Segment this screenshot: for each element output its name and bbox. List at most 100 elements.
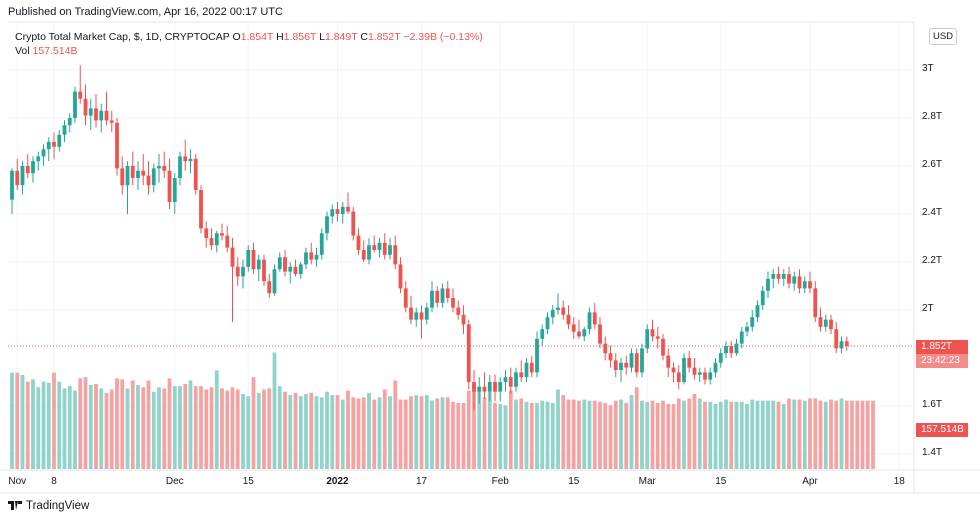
candle-body (477, 386, 482, 392)
footer-brand[interactable]: TradingView (8, 500, 89, 512)
volume-bar (115, 378, 119, 469)
candle-body (115, 122, 119, 169)
published-info: Published on TradingView.com, Apr 16, 20… (8, 6, 283, 18)
volume-bar (356, 398, 361, 469)
candle-body (335, 209, 340, 214)
candle-body (598, 324, 602, 344)
candle-body (808, 281, 812, 289)
volume-bar (46, 382, 51, 469)
candle-body (157, 166, 161, 169)
candle-body (361, 250, 366, 260)
volume-bar (393, 380, 398, 469)
candle-body (687, 358, 692, 368)
candle-body (325, 216, 329, 234)
candle-body (571, 324, 576, 332)
candle-body (41, 149, 46, 157)
candle-body (178, 156, 182, 178)
volume-bar (813, 398, 818, 469)
candle-body (813, 288, 818, 318)
candle-body (256, 259, 261, 270)
candle-body (430, 290, 434, 308)
candle-body (739, 331, 744, 344)
volume-bar (262, 389, 266, 469)
candle-body (314, 254, 319, 260)
volume-bar (676, 398, 681, 469)
volume-bar (10, 372, 14, 469)
volume-bar (199, 386, 203, 469)
volume-bar (771, 400, 776, 469)
volume-bar (414, 395, 419, 469)
candle-body (771, 274, 776, 279)
candle-body (472, 382, 476, 392)
volume-bar (209, 387, 214, 469)
volume-bar (298, 396, 303, 469)
candle-body (267, 281, 272, 294)
volume-bar (844, 400, 849, 469)
volume-bar (20, 374, 25, 469)
candle-body (603, 343, 608, 354)
volume-bar (535, 402, 539, 469)
candle-body (435, 290, 440, 303)
candle-body (498, 382, 503, 392)
candle-body (829, 319, 833, 330)
candle-body (461, 314, 466, 325)
volume-bar (36, 387, 41, 469)
volume-bar (162, 388, 167, 469)
volume-bar (592, 400, 597, 469)
volume-bar (640, 400, 644, 469)
candle-body (141, 170, 146, 176)
volume-bar (88, 385, 93, 469)
volume-bar (508, 390, 513, 469)
candle-body (25, 166, 30, 174)
candle-body (83, 98, 88, 116)
candle-body (36, 156, 41, 162)
candle-body (781, 274, 786, 279)
volume-bar (125, 388, 130, 469)
candlesticks (10, 65, 849, 411)
candle-body (309, 252, 314, 260)
candle-body (251, 250, 256, 270)
bar-countdown-tag: 23:42:23 (916, 354, 968, 368)
volume-bar (157, 387, 161, 469)
candle-body (818, 317, 823, 327)
price-tick-label: 2.8T (922, 111, 943, 122)
candle-body (162, 166, 167, 171)
candle-body (183, 156, 188, 162)
volume-bar (776, 401, 781, 469)
candle-body (73, 91, 77, 118)
candle-body (535, 338, 539, 373)
candle-body (629, 353, 634, 368)
volume-bar (850, 400, 854, 469)
candle-body (787, 274, 791, 284)
candle-body (729, 346, 734, 354)
low-value: 1.849T (324, 31, 358, 43)
candle-body (351, 211, 356, 236)
symbol-name[interactable]: Crypto Total Market Cap, $, 1D, CRYPTOCA… (15, 31, 230, 43)
candle-body (708, 372, 713, 380)
volume-bar (325, 391, 329, 469)
candle-body (582, 329, 587, 337)
volume-bar (283, 391, 287, 469)
candle-body (246, 250, 251, 267)
volume-bar (787, 398, 791, 469)
candle-body (561, 307, 566, 315)
volume-bar (550, 402, 555, 469)
volume-bar (15, 372, 20, 469)
volume-bar (251, 377, 256, 469)
volume-bar (214, 370, 219, 469)
volume-bar (398, 399, 403, 469)
candle-body (456, 307, 461, 315)
candle-body (57, 134, 62, 147)
high-label: H (276, 31, 284, 43)
candle-body (225, 235, 230, 248)
volume-bar (829, 399, 833, 469)
candle-body (31, 161, 35, 174)
currency-button[interactable]: USD (929, 28, 957, 45)
volume-bar (220, 388, 224, 469)
candle-body (20, 166, 25, 186)
volume-bar (424, 395, 429, 469)
time-tick-label: Nov (8, 476, 27, 487)
volume-bar (834, 400, 839, 469)
candle-body (403, 288, 408, 308)
